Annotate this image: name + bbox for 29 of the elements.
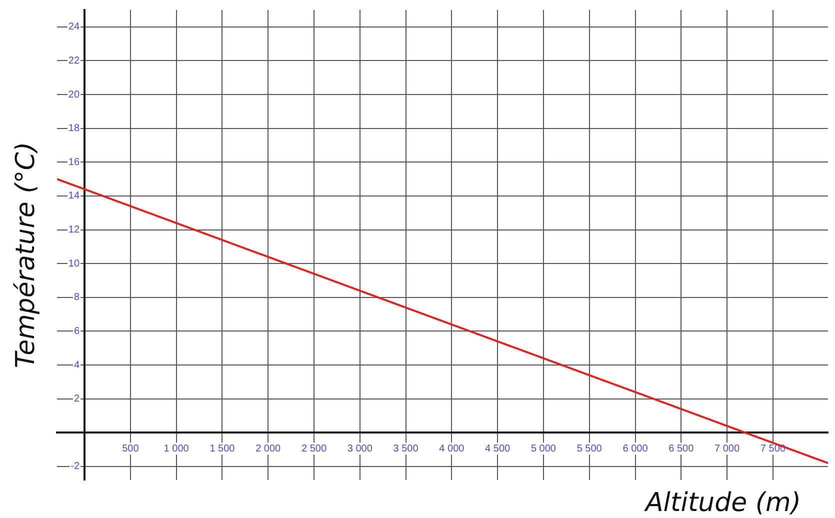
x-tick-label: 5 000 [530,443,556,454]
x-tick-label: 6 500 [668,443,694,454]
y-tick-label: 20 [68,89,80,100]
x-tick-label: 6 000 [622,443,648,454]
y-tick-label: 8 [74,292,80,304]
y-axis-title: Température (°C) [11,121,41,389]
x-tick-label: 1 500 [210,443,236,454]
y-tick-label: 10 [68,258,80,270]
y-tick-label: 18 [68,123,80,134]
x-tick-label: 2 500 [301,443,327,454]
y-tick-label: 16 [68,156,80,168]
x-tick-label: 5 500 [576,443,602,454]
x-axis-title: Altitude (m) [642,488,805,518]
y-tick-label: 6 [74,326,80,337]
y-tick-label: 22 [68,55,80,66]
y-tick-label: 14 [68,190,80,202]
x-tick-label: 1 000 [164,443,190,454]
y-tick-label: -2 [70,461,80,472]
x-tick-label: 500 [122,443,140,454]
y-tick-label: 4 [74,360,80,371]
y-tick-label: 24 [68,22,80,33]
y-tick-label: 12 [68,224,80,236]
x-tick-label: 4 500 [485,443,511,454]
x-tick-label: 7 000 [714,443,740,454]
y-tick-label: 2 [74,394,80,405]
x-tick-label: 2 000 [256,443,282,454]
x-tick-label: 3 500 [393,443,419,454]
x-tick-label: 3 000 [347,443,373,454]
x-tick-label: 4 000 [439,443,465,454]
